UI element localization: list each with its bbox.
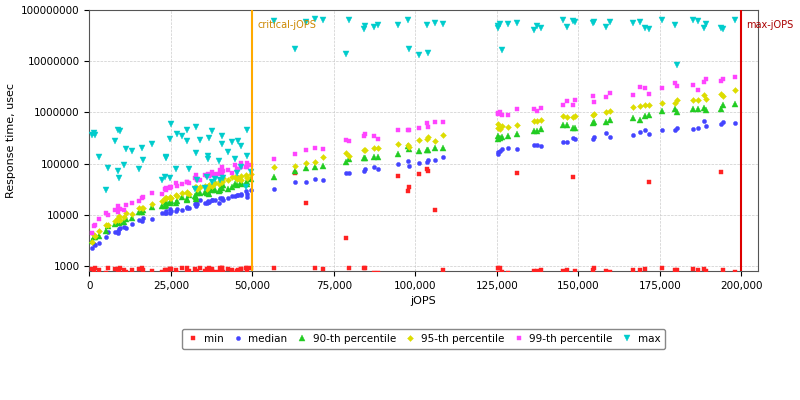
X-axis label: jOPS: jOPS: [410, 296, 437, 306]
95-th percentile: [730, 88, 739, 92]
90-th percentile: [191, 196, 201, 201]
99-th percentile: [87, 230, 97, 235]
99-th percentile: [730, 75, 739, 80]
min: [227, 268, 237, 272]
min: [730, 269, 739, 274]
90-th percentile: [672, 110, 682, 115]
median: [716, 122, 726, 127]
99-th percentile: [227, 170, 237, 175]
Line: 95-th percentile: 95-th percentile: [90, 88, 737, 244]
95-th percentile: [87, 240, 97, 244]
median: [191, 204, 201, 208]
95-th percentile: [701, 96, 710, 101]
90-th percentile: [701, 108, 710, 112]
95-th percentile: [227, 175, 237, 180]
median: [227, 194, 237, 198]
min: [369, 270, 378, 275]
Text: max-jOPS: max-jOPS: [746, 20, 794, 30]
median: [87, 245, 97, 250]
median: [730, 121, 739, 126]
max: [730, 18, 739, 22]
max: [310, 17, 320, 22]
Text: critical-jOPS: critical-jOPS: [258, 20, 316, 30]
Legend: min, median, 90-th percentile, 95-th percentile, 99-th percentile, max: min, median, 90-th percentile, 95-th per…: [182, 329, 666, 349]
median: [430, 157, 439, 162]
99-th percentile: [701, 77, 710, 82]
90-th percentile: [234, 176, 243, 181]
95-th percentile: [430, 138, 439, 143]
min: [493, 270, 502, 275]
max: [493, 24, 502, 29]
90-th percentile: [227, 185, 237, 190]
Line: max: max: [89, 16, 738, 193]
Line: 99-th percentile: 99-th percentile: [90, 75, 737, 235]
max: [230, 156, 240, 161]
99-th percentile: [191, 173, 201, 178]
min: [234, 268, 243, 273]
median: [699, 119, 709, 124]
90-th percentile: [430, 146, 439, 150]
max: [87, 132, 97, 137]
95-th percentile: [234, 176, 243, 181]
90-th percentile: [87, 239, 97, 244]
Line: median: median: [90, 119, 737, 250]
max: [718, 27, 728, 32]
max: [236, 165, 246, 170]
90-th percentile: [730, 102, 739, 106]
95-th percentile: [191, 184, 201, 189]
min: [191, 268, 201, 273]
min: [718, 268, 728, 273]
max: [693, 18, 702, 23]
99-th percentile: [672, 84, 682, 89]
min: [422, 167, 431, 172]
min: [693, 268, 702, 272]
95-th percentile: [672, 97, 682, 102]
max: [101, 188, 110, 192]
Line: min: min: [90, 167, 737, 275]
min: [87, 266, 97, 271]
median: [234, 193, 243, 198]
Y-axis label: Response time, usec: Response time, usec: [6, 83, 15, 198]
Line: 90-th percentile: 90-th percentile: [89, 102, 738, 244]
median: [672, 126, 682, 130]
99-th percentile: [234, 167, 243, 172]
max: [191, 124, 201, 129]
99-th percentile: [430, 119, 439, 124]
